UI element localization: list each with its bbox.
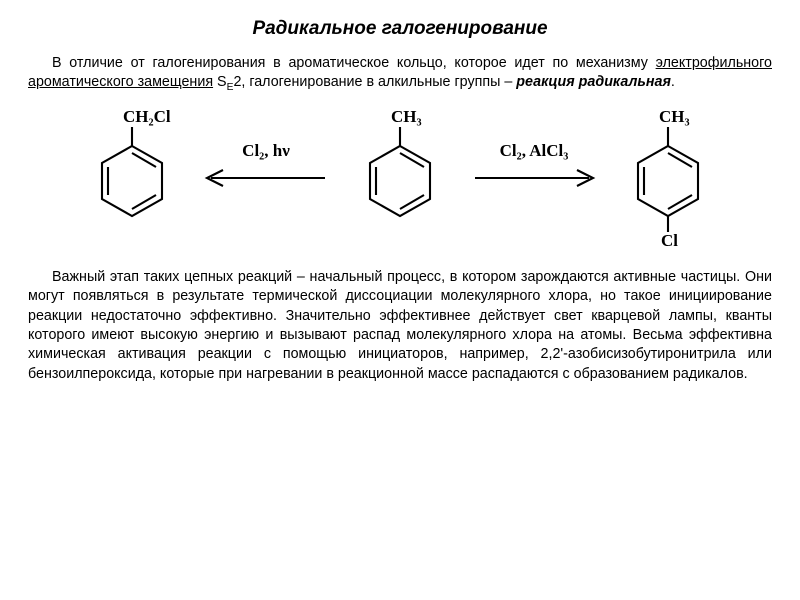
body-text: Важный этап таких цепных реакций – начал…	[28, 269, 772, 381]
molecule-toluene: CH₃	[335, 101, 465, 256]
arrow-right-block: Cl₂, AlCl₃	[469, 101, 599, 256]
arrow-left-block: Cl₂, hν	[201, 101, 331, 256]
reaction-scheme: CH₂Cl Cl₂, hν	[28, 101, 772, 256]
intro-text-4: .	[671, 74, 675, 90]
benzene-ring-icon	[67, 101, 197, 256]
intro-text-3: 2, галогенирование в алкильные группы –	[233, 74, 516, 90]
intro-paragraph: В отличие от галогенирования в ароматиче…	[28, 54, 772, 95]
arrow1-reagent: Cl₂, hν	[201, 141, 331, 161]
molecule-p-chlorotoluene: CH₃ Cl	[603, 101, 733, 256]
molecule-benzyl-chloride: CH₂Cl	[67, 101, 197, 256]
intro-italic: реакция радикальная	[516, 74, 671, 90]
benzene-ring-icon	[335, 101, 465, 256]
body-paragraph: Важный этап таких цепных реакций – начал…	[28, 268, 772, 384]
benzene-ring-icon	[603, 101, 733, 256]
intro-text-1: В отличие от галогенирования в ароматиче…	[52, 55, 656, 71]
arrow-left-icon	[201, 163, 331, 193]
arrow2-reagent: Cl₂, AlCl₃	[469, 141, 599, 161]
arrow-right-icon	[469, 163, 599, 193]
intro-text-2: S	[213, 74, 227, 90]
page-title: Радикальное галогенирование	[28, 18, 772, 40]
